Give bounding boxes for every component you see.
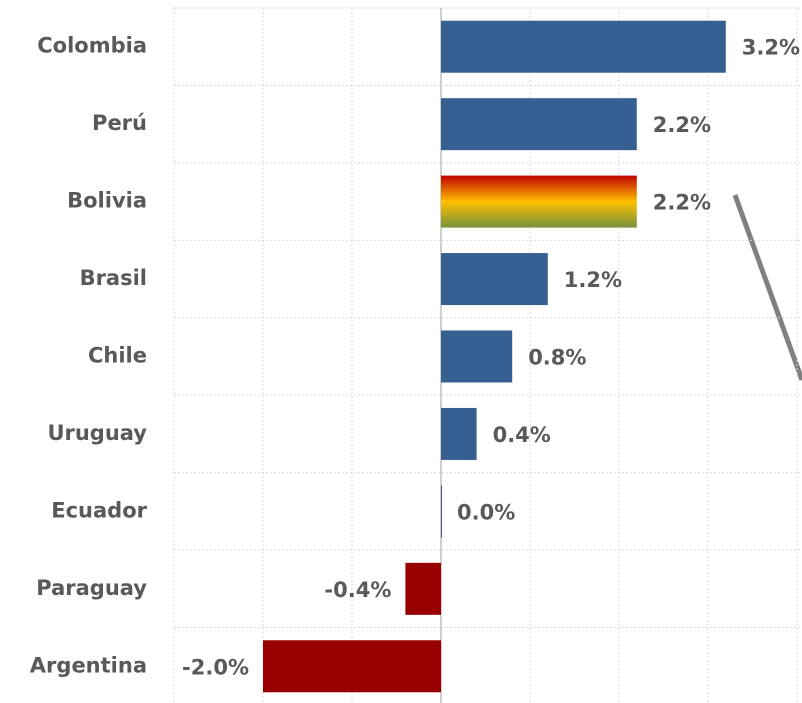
- category-label: Chile: [88, 344, 147, 368]
- category-label: Uruguay: [47, 421, 147, 445]
- category-label: Perú: [92, 111, 147, 135]
- value-label: 2.2%: [653, 191, 711, 215]
- value-label: 3.2%: [742, 36, 800, 60]
- category-label: Paraguay: [36, 576, 147, 600]
- category-label: Argentina: [30, 653, 147, 677]
- category-label: Colombia: [37, 34, 147, 58]
- bar: [441, 330, 513, 383]
- bar: [441, 175, 637, 228]
- callout-arrow: [732, 194, 802, 381]
- value-label: 2.2%: [653, 113, 711, 137]
- bar: [441, 253, 548, 306]
- bar: [441, 20, 726, 73]
- value-label: 0.0%: [457, 500, 515, 524]
- bar: [441, 407, 477, 460]
- bar: [405, 562, 441, 615]
- category-label: Ecuador: [51, 498, 147, 522]
- category-label: Brasil: [80, 266, 147, 290]
- bar: [441, 98, 637, 151]
- value-label: 0.8%: [528, 346, 586, 370]
- value-label: -2.0%: [182, 655, 249, 679]
- bar: [441, 485, 442, 538]
- value-label: 0.4%: [493, 423, 551, 447]
- value-label: -0.4%: [324, 578, 391, 602]
- category-label: Bolivia: [67, 189, 147, 213]
- value-label: 1.2%: [564, 268, 622, 292]
- bar: [263, 640, 441, 693]
